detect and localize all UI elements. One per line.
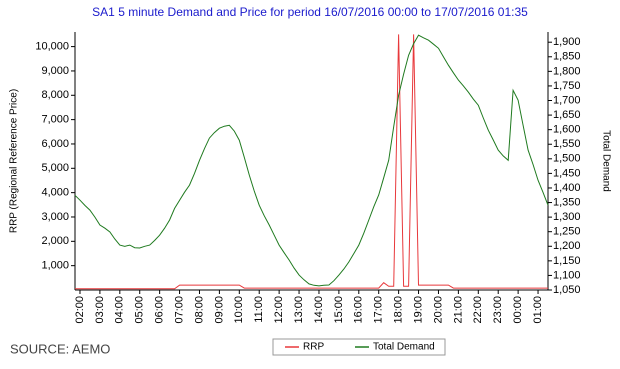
y2-tick-label: 1,650 bbox=[553, 109, 581, 121]
y2-tick-label: 1,500 bbox=[553, 153, 581, 165]
y-axis-title: RRP (Regional Reference Price) bbox=[9, 89, 20, 233]
chart-title: SA1 5 minute Demand and Price for period… bbox=[92, 5, 528, 19]
x-tick-label: 19:00 bbox=[412, 296, 424, 324]
x-tick-label: 14:00 bbox=[313, 296, 325, 324]
y-tick-label: 6,000 bbox=[41, 138, 69, 150]
y-tick-label: 3,000 bbox=[41, 211, 69, 223]
y2-tick-label: 1,150 bbox=[553, 255, 581, 267]
y2-tick-label: 1,550 bbox=[553, 138, 581, 150]
x-tick-label: 20:00 bbox=[432, 296, 444, 324]
y-tick-label: 1,000 bbox=[41, 260, 69, 272]
x-tick-label: 00:00 bbox=[512, 296, 524, 324]
x-tick-label: 04:00 bbox=[114, 296, 126, 324]
legend-label: Total Demand bbox=[373, 342, 435, 353]
legend-label: RRP bbox=[303, 342, 324, 353]
x-tick-label: 23:00 bbox=[492, 296, 504, 324]
y2-tick-label: 1,750 bbox=[553, 80, 581, 92]
x-tick-label: 07:00 bbox=[173, 296, 185, 324]
x-tick-label: 08:00 bbox=[193, 296, 205, 324]
y2-tick-label: 1,200 bbox=[553, 240, 581, 252]
y2-tick-label: 1,600 bbox=[553, 124, 581, 136]
y-tick-label: 8,000 bbox=[41, 89, 69, 101]
x-tick-label: 10:00 bbox=[233, 296, 245, 324]
y2-tick-label: 1,300 bbox=[553, 211, 581, 223]
x-tick-label: 18:00 bbox=[393, 296, 405, 324]
y-tick-label: 9,000 bbox=[41, 65, 69, 77]
y2-axis-title: Total Demand bbox=[600, 130, 611, 192]
data-line bbox=[74, 34, 549, 287]
y2-tick-label: 1,900 bbox=[553, 36, 581, 48]
x-tick-label: 15:00 bbox=[333, 296, 345, 324]
x-tick-label: 02:00 bbox=[74, 296, 86, 324]
x-tick-label: 21:00 bbox=[452, 296, 464, 324]
y2-tick-label: 1,250 bbox=[553, 226, 581, 238]
y2-tick-label: 1,800 bbox=[553, 65, 581, 77]
y-tick-label: 4,000 bbox=[41, 187, 69, 199]
y2-tick-label: 1,700 bbox=[553, 94, 581, 106]
y2-tick-label: 1,050 bbox=[553, 284, 581, 296]
x-tick-label: 05:00 bbox=[134, 296, 146, 324]
x-tick-label: 06:00 bbox=[154, 296, 166, 324]
x-tick-label: 09:00 bbox=[213, 296, 225, 324]
y2-tick-label: 1,350 bbox=[553, 196, 581, 208]
x-tick-label: 17:00 bbox=[373, 296, 385, 324]
x-tick-label: 12:00 bbox=[273, 296, 285, 324]
y2-tick-label: 1,450 bbox=[553, 167, 581, 179]
y2-tick-label: 1,100 bbox=[553, 269, 581, 281]
x-tick-label: 03:00 bbox=[94, 296, 106, 324]
x-tick-label: 13:00 bbox=[293, 296, 305, 324]
y-tick-label: 2,000 bbox=[41, 235, 69, 247]
x-tick-label: 11:00 bbox=[253, 296, 265, 323]
y2-tick-label: 1,400 bbox=[553, 182, 581, 194]
y-tick-label: 10,000 bbox=[35, 41, 69, 53]
source: SOURCE: AEMO bbox=[10, 341, 110, 356]
x-tick-label: 22:00 bbox=[472, 296, 484, 324]
y2-tick-label: 1,850 bbox=[553, 51, 581, 63]
data-line bbox=[75, 34, 548, 290]
x-tick-label: 16:00 bbox=[353, 296, 365, 324]
x-tick-label: 01:00 bbox=[532, 296, 544, 324]
y-tick-label: 7,000 bbox=[41, 114, 69, 126]
y-tick-label: 5,000 bbox=[41, 162, 69, 174]
